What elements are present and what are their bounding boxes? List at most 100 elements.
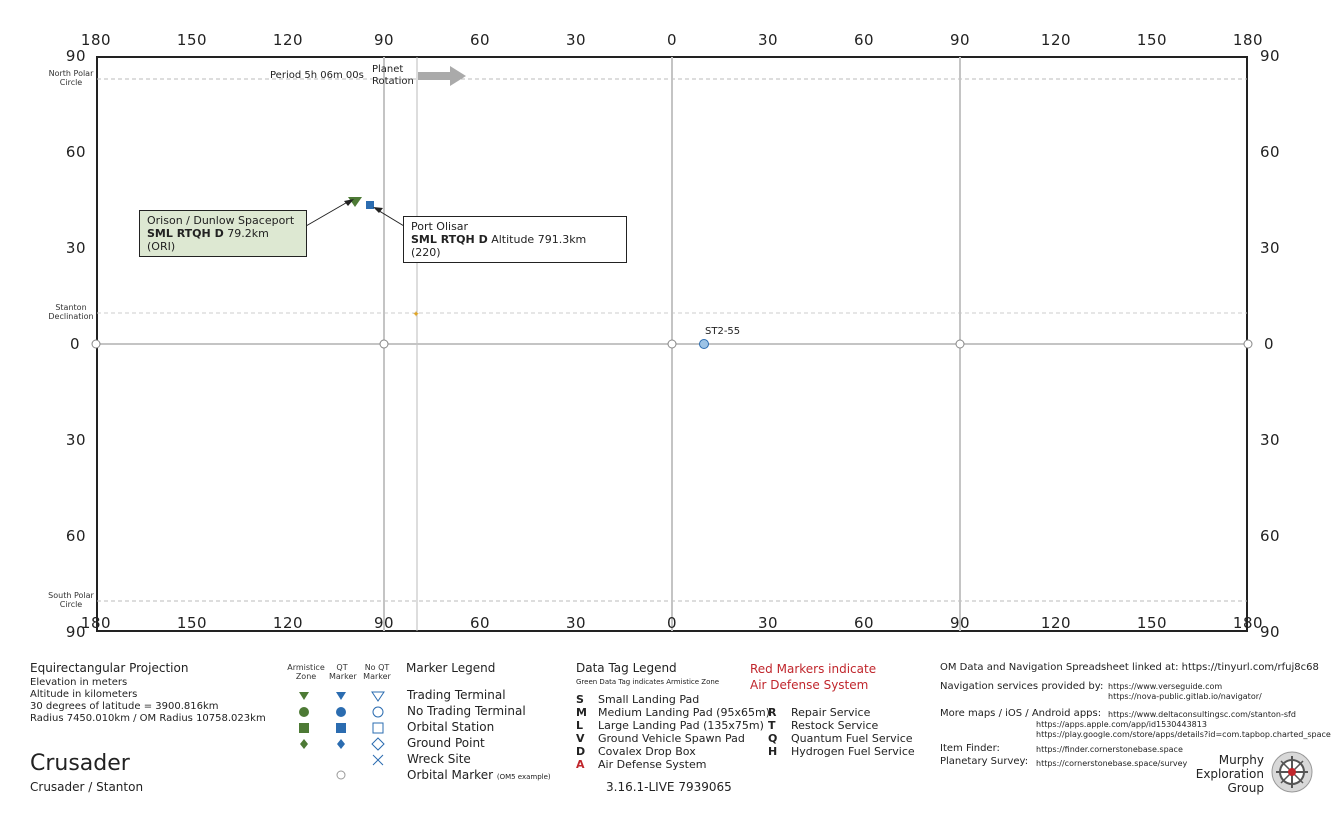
lon-tick: 90: [373, 31, 395, 49]
tag-key: D: [576, 745, 586, 758]
legend-item: No Trading Terminal: [407, 704, 526, 718]
data-tag-legend-subtitle: Green Data Tag indicates Armistice Zone: [576, 678, 720, 686]
lon-tick: 30: [757, 31, 779, 49]
orbital-station-armistice-icon: [299, 723, 309, 733]
no-trading-noqt-icon: [372, 706, 384, 718]
group-line: Group: [1227, 781, 1264, 795]
legend-col-noqt: No QT Marker: [363, 663, 391, 681]
tag-codes: SML RTQH D: [411, 233, 488, 246]
rotation-period: Period 5h 06m 00s: [270, 70, 364, 81]
declination-star: ✦: [412, 310, 420, 320]
lat-tick: 0: [1264, 335, 1275, 353]
tag-key: A: [576, 758, 585, 771]
orison-data-tag[interactable]: Orison / Dunlow Spaceport SML RTQH D 79.…: [139, 210, 307, 257]
data-tag-legend-left: S Small Landing Pad M Medium Landing Pad (…: [576, 693, 770, 771]
lat-tick: 90: [1260, 623, 1281, 641]
marker-legend-title: Marker Legend: [406, 661, 496, 675]
lon-tick: 180: [80, 31, 112, 49]
tag-detail: 79.2km (ORI): [147, 227, 269, 253]
legend-item: Orbital Marker: [407, 768, 494, 782]
system-name: Crusader / Stanton: [30, 780, 144, 794]
finder-url-link[interactable]: https://finder.cornerstonebase.space: [1036, 745, 1183, 754]
ground-point-noqt-icon: [371, 737, 385, 751]
lon-tick: 60: [853, 31, 875, 49]
port-olisar-marker: [366, 201, 374, 209]
lon-tick: 120: [272, 31, 304, 49]
legend-col-armistice: Armistice Zone: [287, 663, 325, 681]
port-olisar-data-tag[interactable]: Port Olisar SML RTQH D Altitude 791.3km …: [403, 216, 627, 263]
tag-key: Q: [768, 732, 778, 745]
orbital-station-qt-icon: [336, 723, 346, 733]
survey-url-link[interactable]: https://cornerstonebase.space/survey: [1036, 759, 1188, 768]
lon-tick: 90: [373, 614, 395, 632]
nav-url-link[interactable]: https://nova-public.gitlab.io/navigator/: [1108, 692, 1262, 701]
lat-tick: 30: [65, 431, 86, 449]
apps-urls: https://apps.apple.com/app/id1530443813 …: [1036, 720, 1331, 740]
lat-tick: 0: [69, 335, 80, 353]
lat-tick: 90: [65, 623, 86, 641]
lon-tick: 90: [949, 614, 971, 632]
group-name: Murphy Exploration Group: [1190, 753, 1264, 795]
lon-tick: 0: [666, 31, 678, 49]
legend-item: Orbital Station: [407, 720, 495, 734]
no-trading-qt-icon: [336, 707, 346, 717]
red-markers-note: Red Markers indicate Air Defense System: [750, 661, 876, 693]
tag-key-label: Air Defense System: [598, 758, 707, 771]
murphy-logo-icon: [1271, 751, 1313, 793]
spreadsheet-link[interactable]: OM Data and Navigation Spreadsheet linke…: [940, 662, 1319, 673]
tag-codes: SML RTQH D: [147, 227, 224, 240]
legend-item: Trading Terminal: [407, 688, 506, 702]
lon-tick: 60: [469, 614, 491, 632]
nav-url-link[interactable]: https://www.verseguide.com: [1108, 682, 1223, 691]
tag-name: Port Olisar: [411, 220, 469, 233]
tag-key-label: Quantum Fuel Service: [791, 732, 913, 745]
lat-tick: 60: [1260, 527, 1281, 545]
lon-tick: 0: [666, 614, 678, 632]
lon-tick: 30: [757, 614, 779, 632]
apps-url-link[interactable]: https://apps.apple.com/app/id1530443813: [1036, 720, 1207, 729]
orbital-marker: [667, 339, 677, 349]
legend-item: Wreck Site: [407, 752, 471, 766]
lon-tick: 90: [949, 31, 971, 49]
lat-tick: 90: [65, 47, 86, 65]
orbital-marker: [91, 339, 101, 349]
lon-tick: 30: [565, 31, 587, 49]
rotation-label: Planet Rotation: [372, 64, 414, 87]
red-note-line: Air Defense System: [750, 678, 869, 692]
ground-point-armistice-icon: [300, 739, 308, 749]
lon-tick: 150: [176, 31, 208, 49]
nav-label: Navigation services provided by:: [940, 681, 1104, 692]
lat-tick: 60: [1260, 143, 1281, 161]
tag-key-label: Large Landing Pad (135x75m): [598, 719, 764, 732]
tag-key-label: Small Landing Pad: [598, 693, 700, 706]
orbital-marker-icon: [336, 770, 346, 780]
tag-key: S: [576, 693, 584, 706]
lon-tick: 120: [1040, 614, 1072, 632]
legend-col-qt: QT Marker: [329, 663, 357, 681]
tag-key: V: [576, 732, 585, 745]
info-line: Altitude in kilometers: [30, 689, 138, 700]
marker-legend-symbols: [299, 691, 385, 780]
apps-label: More maps / iOS / Android apps:: [940, 708, 1102, 719]
apps-url-link[interactable]: https://www.deltaconsultingsc.com/stanto…: [1108, 710, 1296, 719]
tag-key: L: [576, 719, 584, 732]
tag-key: T: [768, 719, 776, 732]
st2-55-marker: [699, 339, 709, 349]
apps-url-link[interactable]: https://play.google.com/store/apps/detai…: [1036, 730, 1331, 739]
info-line: Elevation in meters: [30, 677, 128, 688]
south-polar-label: South Polar Circle: [48, 591, 94, 609]
lat-tick: 60: [65, 143, 86, 161]
lat-tick: 30: [1260, 431, 1281, 449]
info-lines: Elevation in meters Altitude in kilomete…: [30, 677, 266, 725]
lon-tick: 150: [1136, 614, 1168, 632]
declination-label: Stanton Declination: [48, 303, 94, 321]
trading-terminal-armistice-icon: [299, 692, 309, 700]
legend-note: (OM5 example): [496, 773, 551, 781]
rotation-arrow: [418, 66, 466, 86]
tag-key-label: Ground Vehicle Spawn Pad: [598, 732, 745, 745]
marker-legend-items: Trading Terminal No Trading Terminal Orb…: [407, 687, 551, 785]
tag-key: R: [768, 706, 777, 719]
orbital-marker: [1243, 339, 1253, 349]
lon-tick: 180: [1232, 31, 1264, 49]
